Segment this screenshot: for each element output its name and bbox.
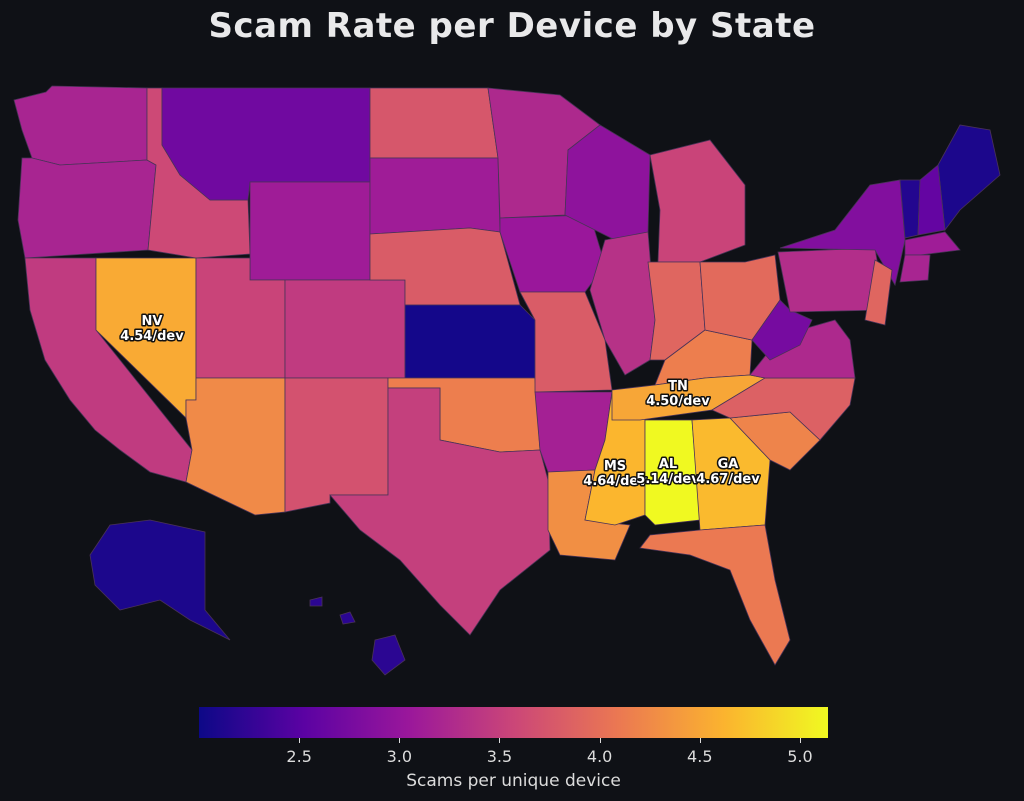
colorbar-tick-label: 4.5 <box>687 747 713 766</box>
state-label-tn-code: TN <box>668 379 688 394</box>
colorbar-tick-mark <box>799 738 801 743</box>
state-ks <box>404 304 536 379</box>
state-label-nv-code: NV <box>142 314 163 329</box>
states-layer <box>13 85 1001 676</box>
state-or <box>17 157 157 259</box>
state-label-ga-code: GA <box>718 457 739 472</box>
state-il <box>589 231 656 376</box>
state-nh <box>917 164 946 236</box>
colorbar-tick-label: 3.5 <box>486 747 513 766</box>
colorbar <box>199 707 828 738</box>
state-nd <box>369 87 499 159</box>
state-nj <box>864 259 893 326</box>
colorbar-tick-label: 5.0 <box>787 747 813 766</box>
state-wa <box>13 85 148 166</box>
state-label-nv-value: 4.54/dev <box>120 329 184 344</box>
state-label-al-value: 5.14/dev <box>636 472 700 487</box>
state-label-ms-code: MS <box>604 459 626 474</box>
colorbar-label: Scams per unique device <box>406 771 621 791</box>
colorbar-tick-mark <box>499 738 501 743</box>
page-title: Scam Rate per Device by State <box>208 6 816 46</box>
colorbar-tick-label: 4.0 <box>586 747 613 766</box>
labels-layer: NV4.54/dev TN4.50/dev MS4.64/dev AL5.14/dev… <box>119 313 762 491</box>
state-al <box>644 419 701 526</box>
state-co <box>284 279 406 379</box>
colorbar-tick-mark <box>399 738 401 743</box>
state-ga <box>691 417 771 531</box>
state-wy <box>249 181 371 281</box>
state-fl <box>639 524 791 666</box>
colorbar-tick-label: 3.0 <box>386 747 413 766</box>
state-label-al-code: AL <box>659 457 677 472</box>
state-hi <box>309 596 406 676</box>
state-ct <box>899 254 931 283</box>
state-me <box>937 124 1001 232</box>
state-label-ms-value: 4.64/dev <box>583 474 647 489</box>
state-label-tn-value: 4.50/dev <box>646 394 710 409</box>
state-sd <box>369 157 501 235</box>
state-az <box>185 377 286 516</box>
state-wv <box>751 299 813 361</box>
colorbar-tick-label: 2.5 <box>286 747 312 766</box>
us-map: NV4.54/dev TN4.50/dev MS4.64/dev AL5.14/dev… <box>13 85 1001 676</box>
colorbar-tick-mark <box>599 738 601 743</box>
state-mi <box>649 139 746 263</box>
state-label-ga-value: 4.67/dev <box>696 472 760 487</box>
state-ma <box>904 231 961 256</box>
state-nm <box>284 377 389 513</box>
colorbar-tick-mark <box>699 738 701 743</box>
colorbar-tick-mark <box>299 738 301 743</box>
state-ak <box>89 519 231 641</box>
